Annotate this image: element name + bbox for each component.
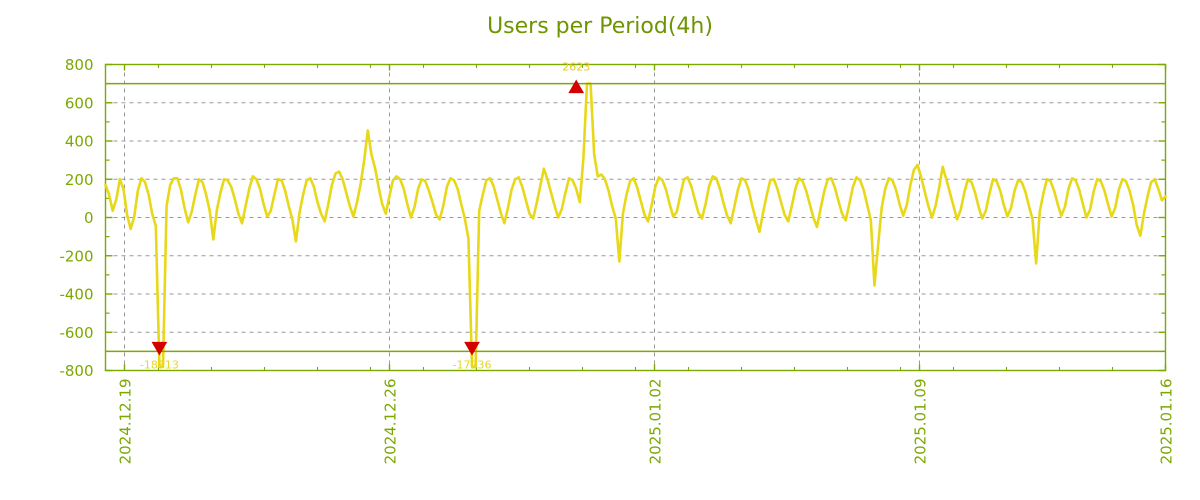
annotation-value-label: -17236 [453,358,492,371]
y-axis-tick-label: 800 [65,56,94,74]
y-axis-tick-label: 0 [84,209,94,227]
annotation-marker-up [568,79,585,94]
grid-layer [105,64,1166,371]
annotations-layer: -18313 -17236 2623 [140,61,590,372]
x-axis-tick-label: 2025.01.09 [912,379,930,465]
y-axis-tick-label: 400 [65,133,94,151]
data-series-line [104,82,1167,368]
y-axis-tick-label: -200 [59,247,93,265]
y-axis-tick-label: -800 [59,362,93,380]
annotation-marker-down [464,341,480,356]
y-axis-tick-label: 200 [65,171,94,189]
annotation-value-label: -18313 [140,358,179,371]
annotation-marker-down [151,341,168,356]
x-axis-tick-label: 2024.12.19 [117,379,135,465]
x-axis-ticks: 2024.12.19 2024.12.26 2025.01.02 2025.01.09… [104,64,1176,465]
clip-boundary-lines [105,82,1166,353]
y-axis-ticks: 800 600 400 200 0 -200 -400 -600 -800 [59,56,1166,380]
x-axis-tick-label: 2025.01.02 [647,379,665,465]
x-axis-tick-label: 2025.01.16 [1158,379,1176,465]
annotation-value-label: 2623 [562,61,590,74]
y-axis-tick-label: 600 [65,94,94,112]
chart-title: Users per Period(4h) [487,14,713,39]
x-axis-tick-label: 2024.12.26 [382,379,400,465]
y-axis-tick-label: -600 [59,324,93,342]
y-axis-tick-label: -400 [59,286,93,304]
